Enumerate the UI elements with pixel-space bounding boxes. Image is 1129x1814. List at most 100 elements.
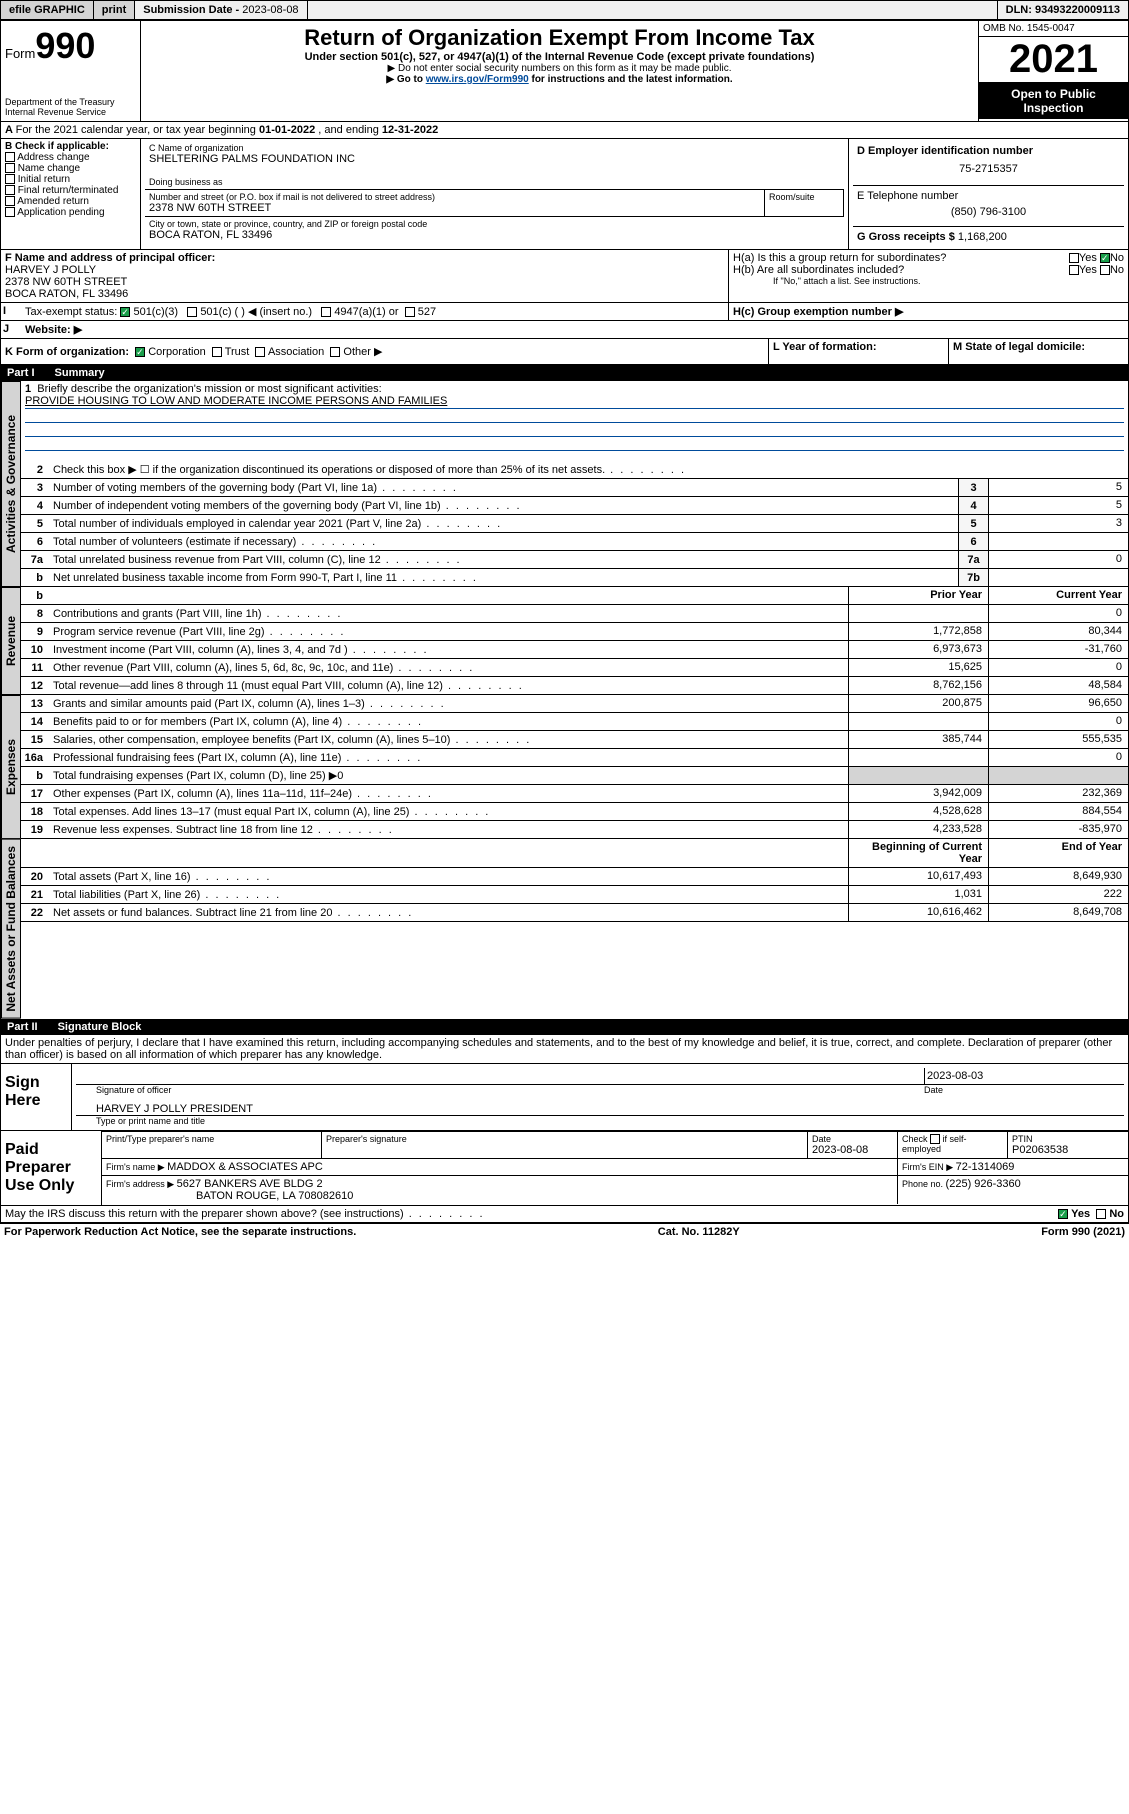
dln: DLN: 93493220009113 bbox=[997, 1, 1128, 19]
line-14: 14Benefits paid to or for members (Part … bbox=[21, 713, 1128, 731]
vtab-revenue: Revenue bbox=[1, 587, 21, 695]
phone: (850) 796-3100 bbox=[857, 202, 1120, 222]
irs-label: Internal Revenue Service bbox=[5, 107, 136, 117]
submission-date: Submission Date - 2023-08-08 bbox=[135, 1, 307, 19]
box-l: L Year of formation: bbox=[768, 339, 948, 364]
line-10: 10Investment income (Part VIII, column (… bbox=[21, 641, 1128, 659]
hb-no[interactable] bbox=[1100, 265, 1110, 275]
firm-ein: 72-1314069 bbox=[956, 1161, 1015, 1173]
firm-addr2: BATON ROUGE, LA 708082610 bbox=[106, 1190, 353, 1202]
omb-number: OMB No. 1545-0047 bbox=[979, 21, 1128, 37]
check-527[interactable] bbox=[405, 307, 415, 317]
header-mid: Return of Organization Exempt From Incom… bbox=[141, 21, 978, 121]
box-f: F Name and address of principal officer:… bbox=[1, 250, 728, 302]
discuss-no[interactable] bbox=[1096, 1209, 1106, 1219]
form-body: Form990 Department of the Treasury Inter… bbox=[0, 20, 1129, 1224]
officer-name: HARVEY J POLLY bbox=[5, 264, 96, 276]
discuss-yes[interactable] bbox=[1058, 1209, 1068, 1219]
header-right: OMB No. 1545-0047 2021 Open to Public In… bbox=[978, 21, 1128, 121]
website-row: J Website: ▶ bbox=[1, 321, 1128, 339]
line-b: bNet unrelated business taxable income f… bbox=[21, 569, 1128, 587]
check-501c3[interactable] bbox=[120, 307, 130, 317]
check-self-employed[interactable] bbox=[930, 1134, 940, 1144]
line-b: bTotal fundraising expenses (Part IX, co… bbox=[21, 767, 1128, 785]
line-4: 4Number of independent voting members of… bbox=[21, 497, 1128, 515]
check-initial-return[interactable] bbox=[5, 174, 15, 184]
ptin: P02063538 bbox=[1012, 1144, 1124, 1156]
line-20: 20Total assets (Part X, line 16)10,617,4… bbox=[21, 868, 1128, 886]
form-subtitle: Under section 501(c), 527, or 4947(a)(1)… bbox=[145, 51, 974, 63]
penalties-text: Under penalties of perjury, I declare th… bbox=[1, 1035, 1128, 1064]
check-final-return[interactable] bbox=[5, 185, 15, 195]
box-c: C Name of organizationSHELTERING PALMS F… bbox=[141, 139, 848, 249]
org-form-row: K Form of organization: Corporation Trus… bbox=[1, 339, 1128, 365]
entity-block: B Check if applicable: Address change Na… bbox=[1, 139, 1128, 250]
org-street: 2378 NW 60TH STREET bbox=[149, 202, 760, 214]
ha-no[interactable] bbox=[1100, 253, 1110, 263]
mission-text: PROVIDE HOUSING TO LOW AND MODERATE INCO… bbox=[25, 395, 1124, 409]
part2-header: Part IISignature Block bbox=[1, 1019, 1128, 1035]
line-15: 15Salaries, other compensation, employee… bbox=[21, 731, 1128, 749]
ha-yes[interactable] bbox=[1069, 253, 1079, 263]
line-5: 5Total number of individuals employed in… bbox=[21, 515, 1128, 533]
note-ssn: ▶ Do not enter social security numbers o… bbox=[145, 63, 974, 74]
hb-yes[interactable] bbox=[1069, 265, 1079, 275]
line-8: 8Contributions and grants (Part VIII, li… bbox=[21, 605, 1128, 623]
vtab-governance: Activities & Governance bbox=[1, 381, 21, 587]
vtab-expenses: Expenses bbox=[1, 695, 21, 839]
print-button[interactable]: print bbox=[94, 1, 135, 19]
note-link: ▶ Go to www.irs.gov/Form990 for instruct… bbox=[145, 74, 974, 85]
efile-button[interactable]: efile GRAPHIC bbox=[1, 1, 94, 19]
org-city: BOCA RATON, FL 33496 bbox=[149, 229, 840, 241]
box-b: B Check if applicable: Address change Na… bbox=[1, 139, 141, 249]
box-k: K Form of organization: Corporation Trus… bbox=[1, 339, 768, 364]
check-4947[interactable] bbox=[321, 307, 331, 317]
instructions-link[interactable]: www.irs.gov/Form990 bbox=[426, 74, 529, 85]
line-22: 22Net assets or fund balances. Subtract … bbox=[21, 904, 1128, 922]
page-footer: For Paperwork Reduction Act Notice, see … bbox=[0, 1224, 1129, 1240]
form-title: Return of Organization Exempt From Incom… bbox=[145, 25, 974, 51]
check-pending[interactable] bbox=[5, 207, 15, 217]
line-17: 17Other expenses (Part IX, column (A), l… bbox=[21, 785, 1128, 803]
line-13: 13Grants and similar amounts paid (Part … bbox=[21, 695, 1128, 713]
status-row: I Tax-exempt status: 501(c)(3) 501(c) ( … bbox=[1, 303, 1128, 321]
officer-signature[interactable] bbox=[76, 1068, 924, 1085]
check-assoc[interactable] bbox=[255, 347, 265, 357]
check-address-change[interactable] bbox=[5, 152, 15, 162]
gross-receipts: 1,168,200 bbox=[958, 231, 1007, 243]
expenses-section: Expenses 13Grants and similar amounts pa… bbox=[1, 695, 1128, 839]
revenue-section: Revenue bPrior YearCurrent Year 8Contrib… bbox=[1, 587, 1128, 695]
check-other[interactable] bbox=[330, 347, 340, 357]
line-18: 18Total expenses. Add lines 13–17 (must … bbox=[21, 803, 1128, 821]
check-corp[interactable] bbox=[135, 347, 145, 357]
firm-phone: (225) 926-3360 bbox=[946, 1178, 1021, 1190]
netassets-section: Net Assets or Fund Balances Beginning of… bbox=[1, 839, 1128, 1019]
dept-label: Department of the Treasury bbox=[5, 97, 136, 107]
officer-block: F Name and address of principal officer:… bbox=[1, 250, 1128, 303]
check-501c[interactable] bbox=[187, 307, 197, 317]
check-name-change[interactable] bbox=[5, 163, 15, 173]
part1-header: Part ISummary bbox=[1, 365, 1128, 381]
sign-here-block: Sign Here 2023-08-03 Signature of office… bbox=[1, 1064, 1128, 1131]
firm-addr1: 5627 BANKERS AVE BLDG 2 bbox=[177, 1178, 323, 1190]
firm-name: MADDOX & ASSOCIATES APC bbox=[167, 1161, 323, 1173]
paid-label: Paid Preparer Use Only bbox=[1, 1131, 101, 1205]
governance-section: Activities & Governance 1 Briefly descri… bbox=[1, 381, 1128, 587]
line-11: 11Other revenue (Part VIII, column (A), … bbox=[21, 659, 1128, 677]
tax-year: 2021 bbox=[979, 37, 1128, 83]
period-row: A For the 2021 calendar year, or tax yea… bbox=[1, 122, 1128, 139]
ein: 75-2715357 bbox=[857, 157, 1120, 181]
discuss-row: May the IRS discuss this return with the… bbox=[1, 1206, 1128, 1223]
line-9: 9Program service revenue (Part VIII, lin… bbox=[21, 623, 1128, 641]
check-trust[interactable] bbox=[212, 347, 222, 357]
inspection-badge: Open to Public Inspection bbox=[979, 83, 1128, 119]
form-header: Form990 Department of the Treasury Inter… bbox=[1, 21, 1128, 122]
paid-preparer-block: Paid Preparer Use Only Print/Type prepar… bbox=[1, 1131, 1128, 1206]
prep-date: 2023-08-08 bbox=[812, 1144, 893, 1156]
header-left: Form990 Department of the Treasury Inter… bbox=[1, 21, 141, 121]
line-19: 19Revenue less expenses. Subtract line 1… bbox=[21, 821, 1128, 839]
form-number: Form990 bbox=[5, 25, 136, 67]
box-i: Tax-exempt status: 501(c)(3) 501(c) ( ) … bbox=[21, 303, 728, 320]
check-amended[interactable] bbox=[5, 196, 15, 206]
box-m: M State of legal domicile: bbox=[948, 339, 1128, 364]
